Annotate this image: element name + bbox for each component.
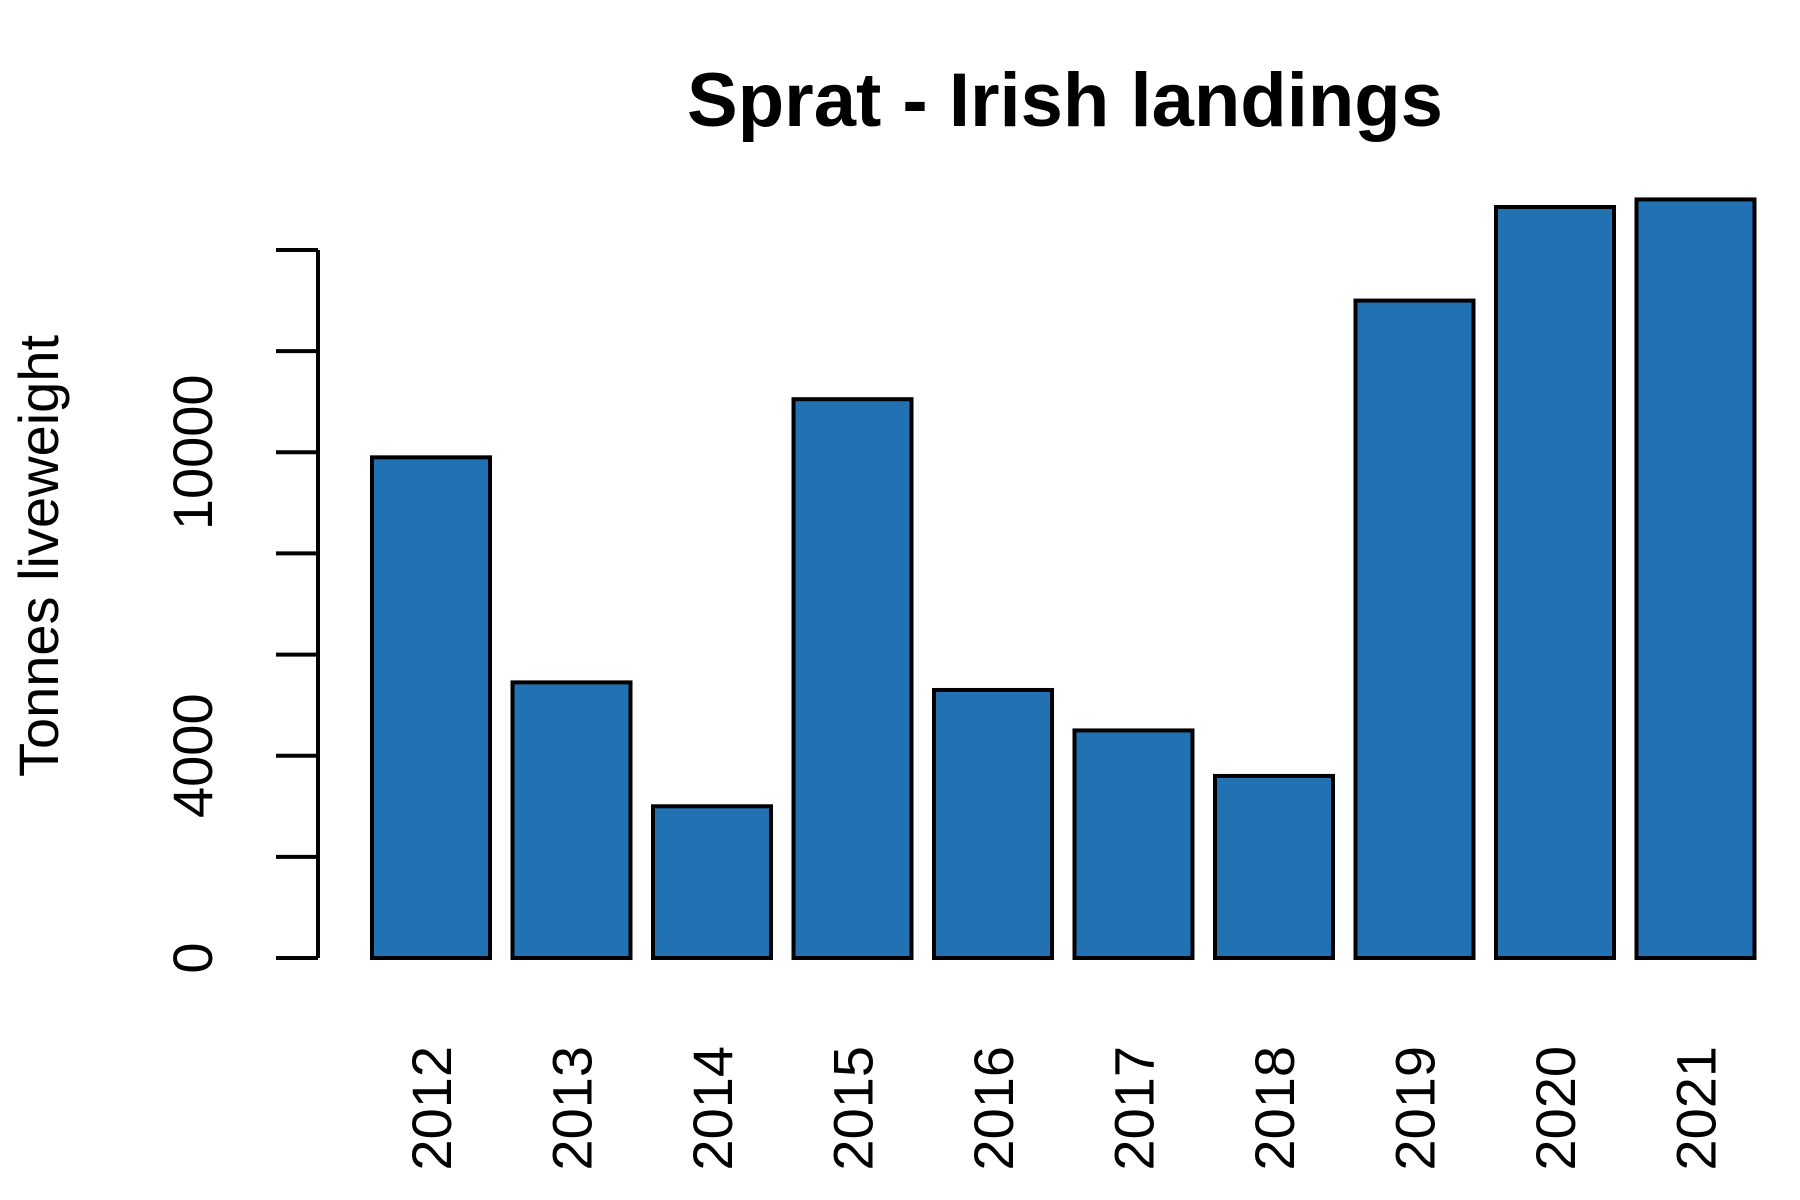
bar-2020 [1494,205,1616,960]
chart-title: Sprat - Irish landings [687,58,1443,143]
y-axis-label: Tonnes liveweight [7,335,70,777]
x-tick-labels: 2012 2013 2014 2015 2016 2017 2018 2019 2020 2021 [400,1046,1728,1171]
x-tick-label-2021: 2021 [1665,1046,1728,1171]
bar-2014 [651,804,773,960]
x-tick-label-2015: 2015 [822,1046,885,1171]
bar-2017 [1072,728,1195,961]
x-tick-label-2016: 2016 [962,1046,1025,1171]
x-tick-label-2012: 2012 [400,1046,463,1171]
x-tick-label-2019: 2019 [1384,1046,1447,1171]
x-tick-label-2018: 2018 [1243,1046,1306,1171]
bar-2012 [370,455,492,960]
y-tick-label-4000: 4000 [161,693,224,818]
bars-group [370,197,1757,961]
x-tick-label-2014: 2014 [681,1046,744,1171]
bar-2021 [1634,197,1757,960]
x-tick-label-2020: 2020 [1524,1046,1587,1171]
y-axis: 0 4000 10000 [161,248,320,974]
y-tick-label-0: 0 [161,942,224,973]
x-tick-label-2017: 2017 [1103,1046,1166,1171]
bar-2013 [510,680,633,961]
bar-2019 [1353,298,1476,961]
y-tick-label-10000: 10000 [161,374,224,530]
x-tick-label-2013: 2013 [541,1046,604,1171]
bar-2018 [1213,773,1335,961]
bar-2016 [932,687,1054,960]
bar-2015 [791,397,914,960]
